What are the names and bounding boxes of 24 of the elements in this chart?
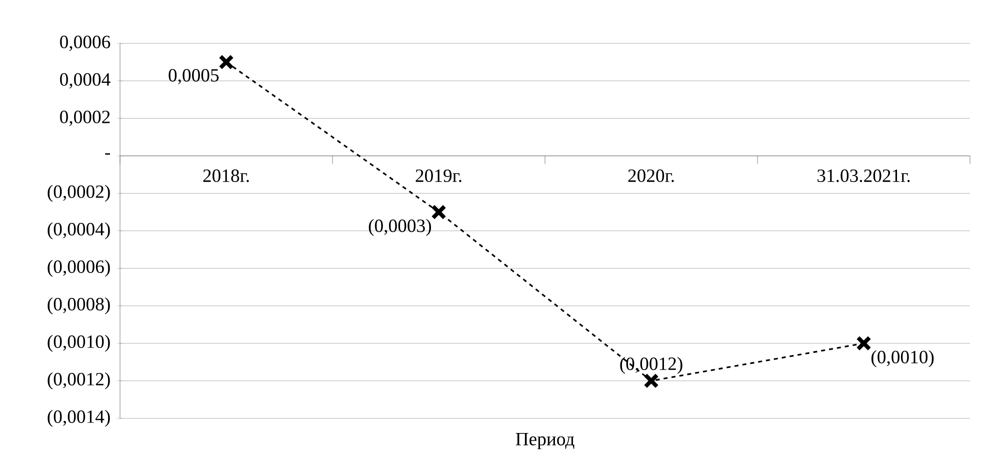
x-tick-label: 2019г. xyxy=(416,169,462,182)
point xyxy=(856,336,872,351)
y-tick-label: (0,0010) xyxy=(48,334,110,352)
data-label: (0,0012) xyxy=(620,356,682,374)
x-axis-title: Период xyxy=(516,432,574,450)
x-tick-label: 2018г. xyxy=(203,169,249,182)
y-tick-label: (0,0014) xyxy=(48,410,110,427)
point xyxy=(644,373,659,388)
data-label: (0,0003) xyxy=(368,218,431,236)
x-tick-label: 31.03.2021г. xyxy=(818,169,910,182)
y-tick-label: (0,0004) xyxy=(48,222,110,240)
data-label: 0,0005 xyxy=(168,69,219,84)
point xyxy=(431,204,446,220)
point xyxy=(218,54,234,70)
y-tick-label: (0,0008) xyxy=(48,297,110,314)
data-label: (0,0010) xyxy=(871,350,934,368)
y-tick-label: 0,0002 xyxy=(60,110,110,126)
y-tick-label: - xyxy=(105,153,110,155)
y-tick-label: (0,0002) xyxy=(48,184,110,202)
y-tick-label: 0,0006 xyxy=(60,36,110,51)
y-tick-label: (0,0012) xyxy=(48,372,110,390)
y-tick-label: (0,0006) xyxy=(48,260,110,277)
y-tick-label: 0,0004 xyxy=(60,73,110,88)
x-tick-label: 2020г. xyxy=(628,169,674,182)
